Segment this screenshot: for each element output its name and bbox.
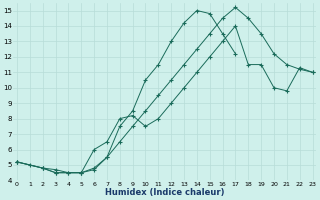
X-axis label: Humidex (Indice chaleur): Humidex (Indice chaleur) [105, 188, 225, 197]
